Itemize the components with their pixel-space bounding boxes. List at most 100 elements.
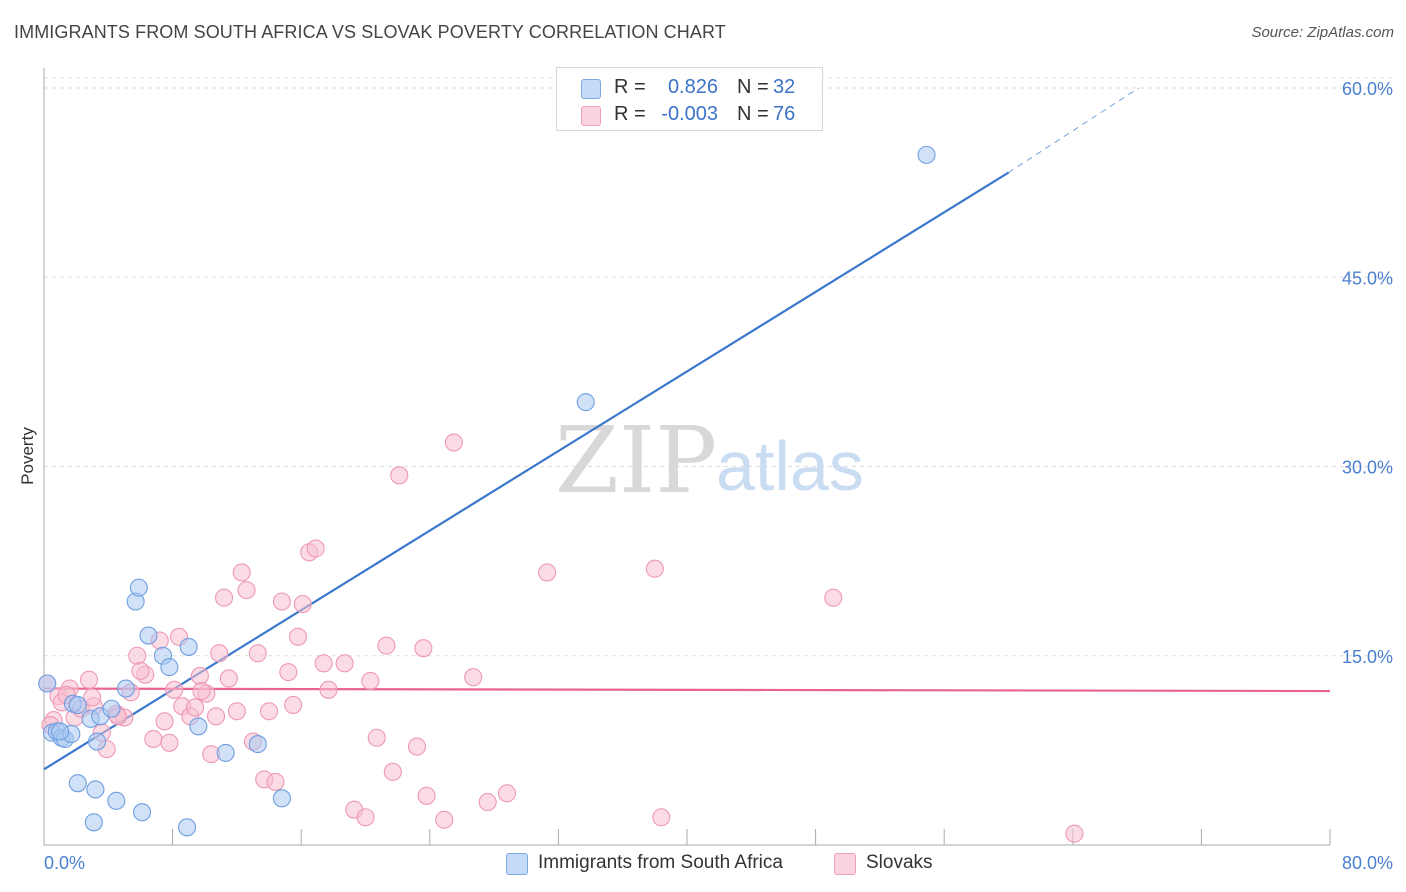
point-south-africa bbox=[51, 722, 70, 741]
tick-labels: 15.0% 30.0% 45.0% 60.0% 0.0% 80.0% bbox=[44, 79, 1393, 873]
y-tick-label: 15.0% bbox=[1342, 647, 1393, 667]
point-slovaks bbox=[319, 680, 338, 699]
point-south-africa bbox=[84, 813, 103, 832]
point-slovaks bbox=[314, 654, 333, 673]
chart-title: IMMIGRANTS FROM SOUTH AFRICA VS SLOVAK P… bbox=[14, 22, 726, 42]
y-tick-label: 60.0% bbox=[1342, 79, 1393, 99]
legend-n-label: N = bbox=[737, 76, 769, 98]
point-slovaks bbox=[645, 559, 664, 578]
point-slovaks bbox=[192, 682, 211, 701]
legend-r-label: R = bbox=[614, 76, 646, 98]
trend-line-slovaks bbox=[43, 687, 1331, 693]
series-legend: Immigrants from South Africa Slovaks bbox=[0, 852, 1406, 878]
point-south-africa bbox=[248, 735, 267, 754]
point-slovaks bbox=[435, 810, 454, 829]
point-south-africa bbox=[102, 699, 121, 718]
point-south-africa bbox=[179, 637, 198, 656]
point-south-africa bbox=[107, 791, 126, 810]
point-slovaks bbox=[306, 539, 325, 558]
legend-row-south-africa: R = 0.826 N = 32 bbox=[557, 74, 822, 102]
point-slovaks bbox=[335, 654, 354, 673]
point-slovaks bbox=[497, 784, 517, 803]
point-slovaks bbox=[131, 661, 150, 680]
x-tick-label: 0.0% bbox=[44, 853, 85, 873]
point-slovaks bbox=[248, 644, 267, 663]
point-south-africa bbox=[38, 674, 57, 693]
point-slovaks bbox=[266, 772, 285, 791]
correlation-legend: R = 0.826 N = 32 R = -0.003 N = 76 bbox=[556, 67, 823, 131]
legend-n-value: 76 bbox=[773, 103, 796, 125]
point-slovaks bbox=[128, 646, 147, 665]
point-south-africa bbox=[87, 732, 107, 751]
legend-swatch-pink bbox=[834, 853, 856, 875]
point-slovaks bbox=[190, 666, 209, 685]
legend-swatch-blue bbox=[506, 853, 528, 875]
point-slovaks bbox=[288, 627, 308, 646]
point-slovaks bbox=[444, 433, 463, 452]
point-slovaks bbox=[83, 688, 102, 707]
point-south-africa bbox=[68, 695, 87, 715]
legend-n-value: 32 bbox=[773, 76, 796, 98]
legend-r-value: 0.826 bbox=[667, 76, 718, 98]
legend-item-label: Immigrants from South Africa bbox=[538, 852, 783, 873]
point-slovaks bbox=[214, 588, 234, 607]
point-slovaks bbox=[478, 793, 497, 812]
point-slovaks bbox=[464, 668, 483, 687]
legend-item-label: Slovaks bbox=[866, 852, 933, 873]
point-slovaks bbox=[377, 636, 396, 655]
point-slovaks bbox=[144, 729, 163, 749]
point-south-africa bbox=[86, 780, 105, 799]
point-south-africa bbox=[133, 803, 152, 822]
x-tick-label: 80.0% bbox=[1342, 853, 1393, 873]
point-slovaks bbox=[219, 669, 238, 688]
point-slovaks bbox=[1065, 824, 1084, 843]
point-slovaks bbox=[652, 808, 671, 827]
point-slovaks bbox=[390, 466, 409, 485]
point-slovaks bbox=[824, 588, 843, 607]
point-slovaks bbox=[259, 702, 279, 721]
point-slovaks bbox=[279, 663, 298, 682]
point-slovaks bbox=[383, 762, 402, 781]
legend-swatch-blue bbox=[581, 79, 601, 99]
legend-row-slovaks: R = -0.003 N = 76 bbox=[557, 101, 822, 129]
legend-swatch-pink bbox=[581, 106, 601, 126]
point-slovaks bbox=[538, 563, 557, 582]
point-slovaks bbox=[417, 786, 436, 805]
watermark-zip: ZIP bbox=[555, 407, 717, 514]
point-slovaks bbox=[284, 695, 303, 715]
point-slovaks bbox=[155, 712, 174, 731]
point-slovaks bbox=[206, 707, 226, 726]
trend-line-south-africa-extension bbox=[1008, 87, 1139, 173]
source-label: Source: ZipAtlas.com bbox=[1251, 24, 1394, 41]
point-south-africa bbox=[576, 393, 595, 412]
point-south-africa bbox=[216, 743, 235, 762]
data-points bbox=[38, 145, 1084, 843]
legend-r-value: -0.003 bbox=[661, 103, 718, 125]
watermark: ZIP atlas bbox=[555, 407, 864, 514]
point-slovaks bbox=[272, 592, 291, 611]
point-south-africa bbox=[178, 818, 197, 837]
point-slovaks bbox=[79, 670, 99, 689]
legend-r-label: R = bbox=[614, 103, 646, 125]
point-slovaks bbox=[237, 581, 256, 600]
point-slovaks bbox=[407, 737, 426, 756]
watermark-atlas: atlas bbox=[716, 427, 864, 505]
point-slovaks bbox=[356, 808, 375, 827]
point-slovaks bbox=[210, 644, 229, 663]
point-slovaks bbox=[293, 594, 312, 614]
point-south-africa bbox=[139, 626, 158, 645]
point-south-africa bbox=[160, 658, 179, 677]
point-slovaks bbox=[160, 733, 179, 752]
point-south-africa bbox=[68, 774, 87, 793]
point-south-africa bbox=[116, 679, 136, 698]
point-slovaks bbox=[361, 671, 380, 691]
point-south-africa bbox=[189, 717, 208, 736]
point-slovaks bbox=[414, 639, 433, 658]
y-tick-label: 45.0% bbox=[1342, 268, 1393, 288]
point-south-africa bbox=[917, 145, 936, 164]
point-slovaks bbox=[165, 680, 184, 699]
y-tick-label: 30.0% bbox=[1342, 458, 1393, 478]
y-axis-label: Poverty bbox=[18, 427, 37, 485]
legend-n-label: N = bbox=[737, 103, 769, 125]
